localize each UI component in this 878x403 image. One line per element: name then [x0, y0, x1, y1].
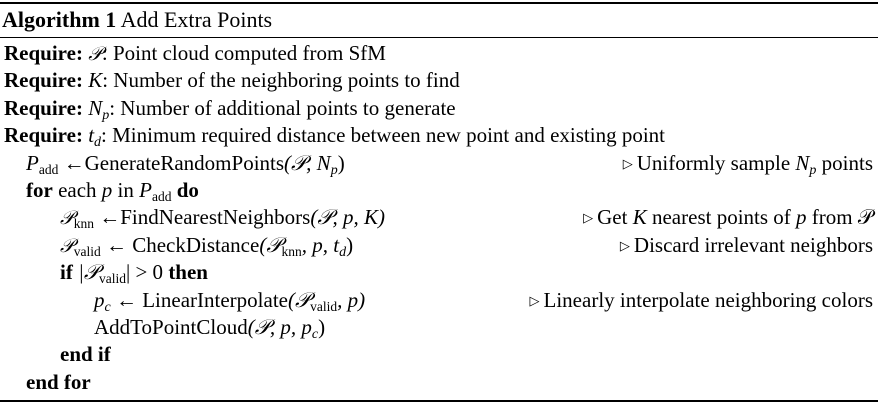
require-subscript: p [102, 107, 110, 123]
step-comment: ▷ Linearly interpolate neighboring colors [529, 287, 873, 312]
caption-rule [0, 37, 878, 39]
require-line: Require: Np: Number of additional points… [0, 95, 876, 123]
function-name: LinearInterpolate [142, 287, 288, 312]
require-symbol: t [88, 123, 95, 148]
function-name: CheckDistance [132, 232, 260, 257]
require-desc: : Number of the neighboring points to fi… [102, 68, 460, 93]
bottom-rule [0, 400, 878, 402]
require-desc: : Number of additional points to generat… [109, 95, 456, 120]
args-close: ) [337, 150, 345, 175]
algorithm-body: Require: 𝒫: Point cloud computed from Sf… [0, 40, 876, 396]
step-find-nearest-neighbors: 𝒫knn ←FindNearestNeighbors(𝒫, p, K) ▷ Get… [60, 205, 873, 232]
step-for-loop: for each p in Padd do [26, 177, 199, 204]
if-keyword: if [60, 260, 73, 285]
step-if: if |𝒫valid| > 0 then [60, 260, 208, 287]
step-lhs-sub: add [38, 161, 59, 177]
function-name: FindNearestNeighbors [120, 205, 311, 230]
step-generate-random-points: Padd ←GenerateRandomPoints(𝒫, Np) ▷ Unifo… [0, 150, 876, 178]
algorithm-title: Add Extra Points [120, 7, 273, 32]
do-keyword: do [171, 177, 199, 202]
comment-triangle-icon: ▷ [619, 237, 630, 253]
require-line: Require: K: Number of the neighboring po… [0, 67, 876, 94]
comment-triangle-icon: ▷ [622, 155, 633, 171]
require-keyword: Require: [4, 95, 83, 120]
require-line: Require: 𝒫: Point cloud computed from Sf… [0, 40, 876, 67]
step-end-if: end if [0, 341, 876, 368]
function-args: (𝒫, N [284, 150, 331, 175]
require-symbol: 𝒫 [88, 43, 102, 65]
algorithm-caption: Algorithm 1 Add Extra Points [2, 6, 272, 33]
step-comment: ▷ Uniformly sample Np points [622, 150, 873, 178]
require-desc: : Minimum required distance between new … [101, 123, 665, 148]
for-keyword: for [26, 177, 53, 202]
end-for-keyword: end for [26, 369, 91, 394]
comment-triangle-icon: ▷ [583, 210, 594, 226]
step-add-to-point-cloud: AddToPointCloud(𝒫, p, pc) [94, 314, 326, 342]
algorithm-number: Algorithm 1 [2, 7, 117, 32]
require-keyword: Require: [4, 68, 83, 93]
function-name: GenerateRandomPoints [84, 150, 285, 175]
args-sub: p [330, 162, 338, 178]
function-name: AddToPointCloud [94, 314, 248, 339]
then-keyword: then [168, 260, 208, 285]
require-symbol: N [88, 95, 103, 120]
top-rule [0, 2, 878, 4]
comment-triangle-icon: ▷ [529, 292, 540, 308]
assign-arrow: ← [58, 150, 85, 175]
require-symbol: K [88, 68, 103, 93]
step-end-for: end for [0, 369, 876, 396]
require-keyword: Require: [4, 41, 83, 65]
require-desc: : Point cloud computed from SfM [101, 41, 386, 65]
require-keyword: Require: [4, 123, 83, 148]
step-comment: ▷ Get K nearest points of p from 𝒫 [583, 205, 873, 230]
step-linear-interpolate: pc ← LinearInterpolate(𝒫valid, p) ▷ Linea… [94, 287, 873, 315]
step-lhs: P [26, 150, 39, 175]
step-comment: ▷ Discard irrelevant neighbors [619, 232, 873, 257]
require-subscript: d [94, 135, 102, 151]
end-if-keyword: end if [60, 342, 111, 367]
step-check-distance: 𝒫valid ← CheckDistance(𝒫knn, p, td) ▷ Dis… [60, 232, 873, 260]
require-line: Require: td: Minimum required distance b… [0, 122, 876, 151]
